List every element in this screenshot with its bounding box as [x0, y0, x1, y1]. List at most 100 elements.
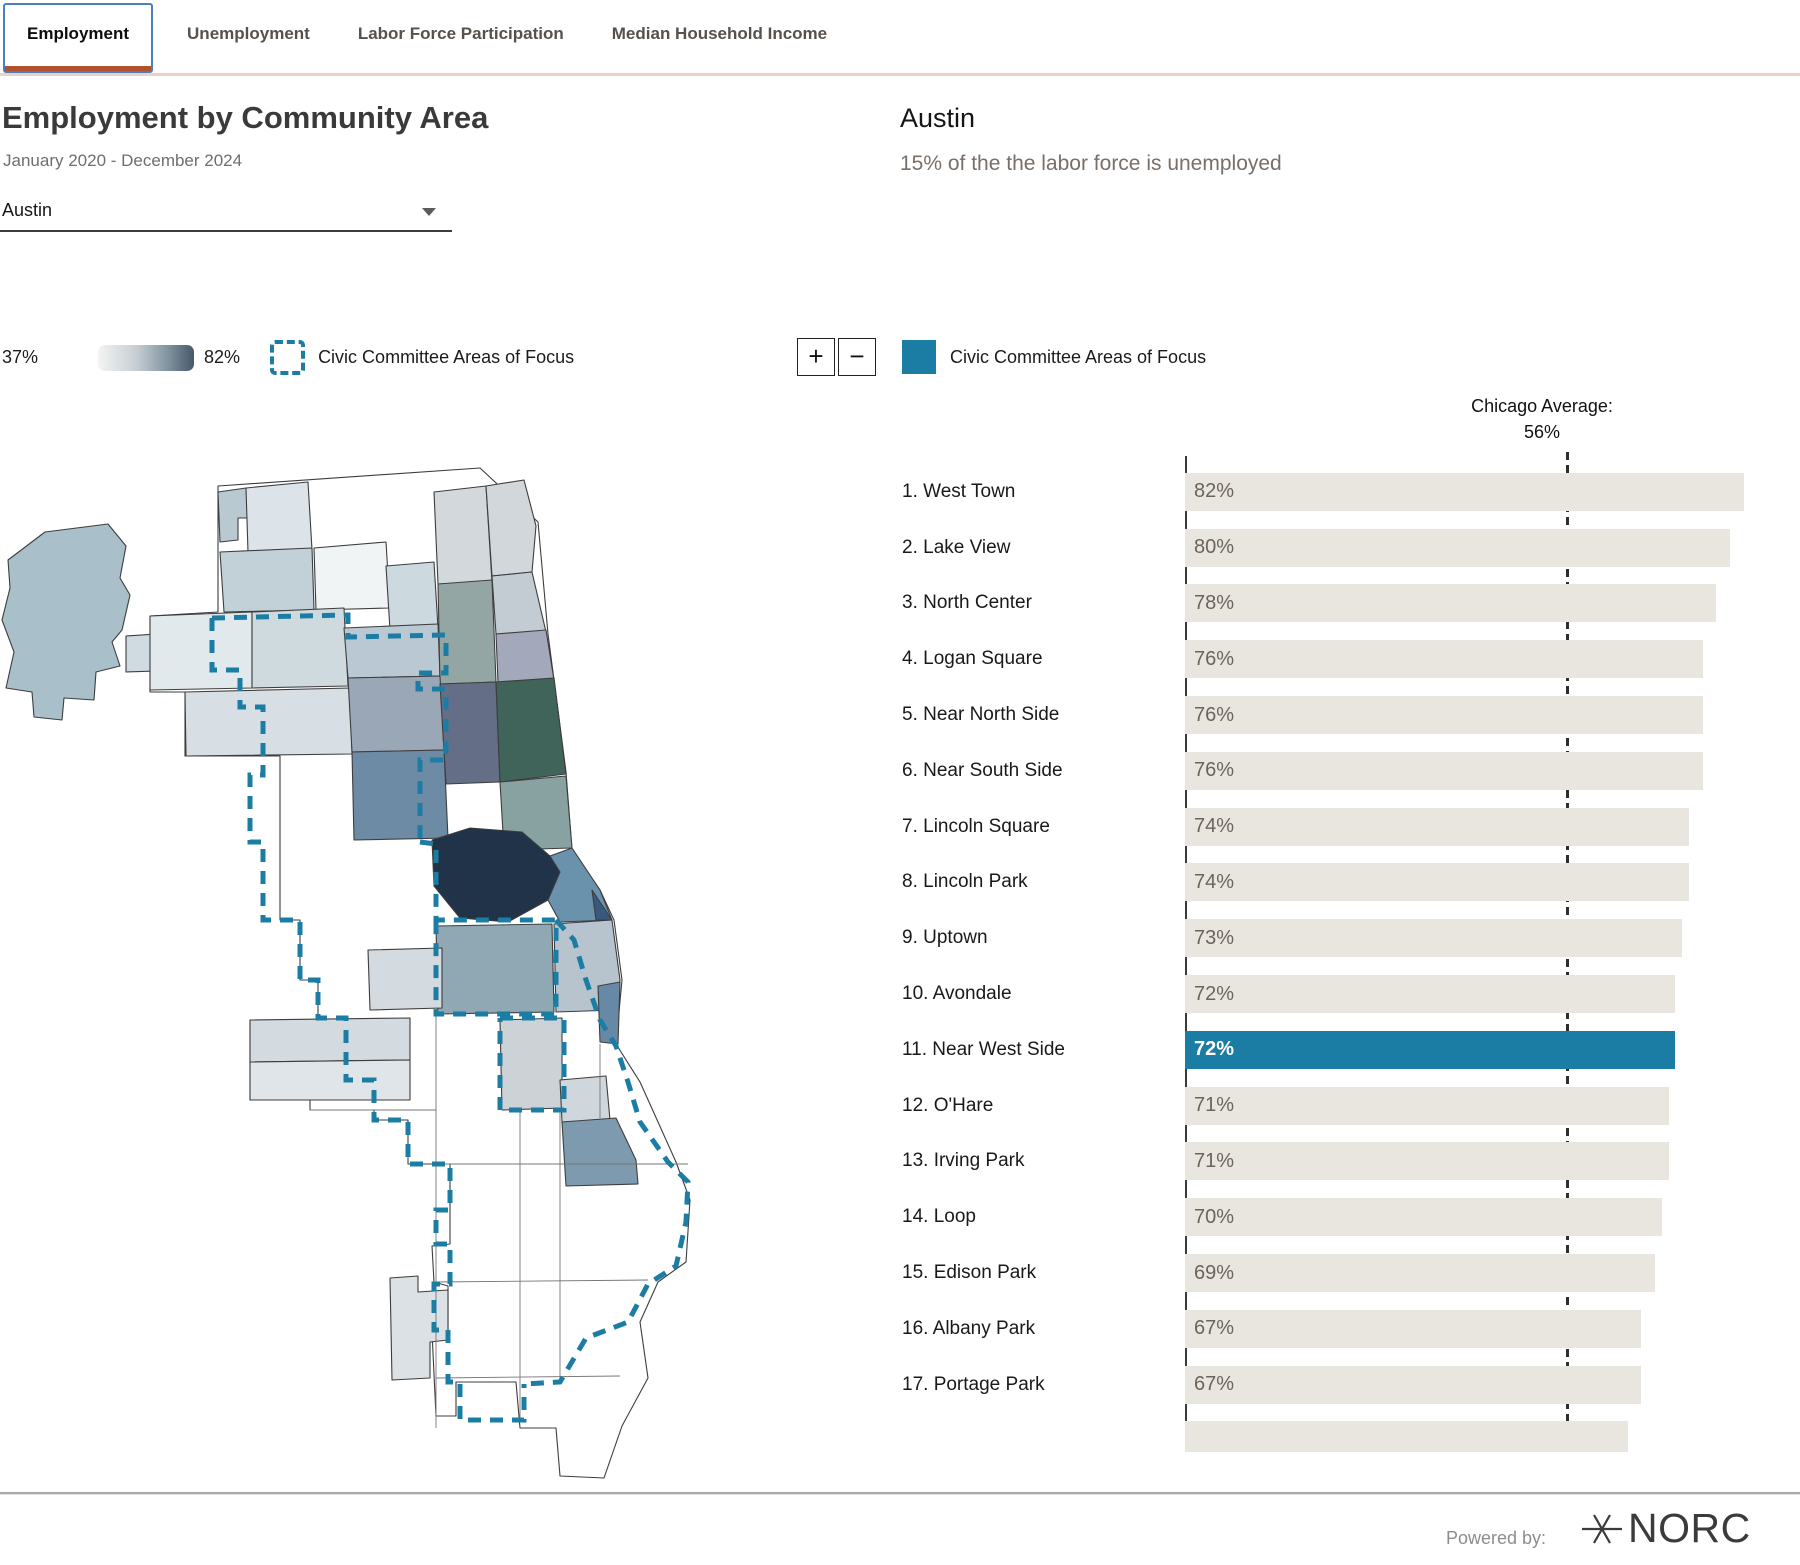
map-region[interactable] [559, 1075, 611, 1123]
chart-legend-focus-label: Civic Committee Areas of Focus [950, 346, 1207, 367]
map-region[interactable] [439, 681, 501, 785]
map-region[interactable] [249, 1017, 411, 1063]
bar[interactable]: 74% [1185, 807, 1690, 846]
bar[interactable]: 67% [1185, 1309, 1642, 1348]
page-title: Employment by Community Area [2, 100, 489, 135]
bar[interactable]: 70% [1185, 1198, 1662, 1237]
bar-value: 72% [1194, 982, 1235, 1005]
bar-row[interactable]: 6. Near South Side 76% [900, 743, 1798, 799]
bar-value: 82% [1194, 480, 1235, 503]
bar-row[interactable]: 10. Avondale 72% [900, 966, 1798, 1022]
zoom-in-button[interactable]: + [797, 338, 835, 376]
map-region[interactable] [347, 675, 445, 753]
chart-legend: + − Civic Committee Areas of Focus [797, 338, 1206, 376]
bar-track: 67% [1185, 1309, 1798, 1348]
bar-label: 9. Uptown [902, 927, 988, 949]
bar[interactable]: 82% [1185, 472, 1744, 511]
bar[interactable]: 76% [1185, 640, 1703, 679]
bar-value: 73% [1194, 926, 1235, 949]
map-region[interactable] [219, 547, 315, 613]
bar-label: 6. Near South Side [902, 759, 1063, 781]
bar-row[interactable]: 5. Near North Side 76% [900, 687, 1798, 743]
bar-track: 80% [1185, 528, 1798, 567]
bar-label: 2. Lake View [902, 536, 1011, 558]
chicago-choropleth-map[interactable] [0, 420, 700, 1490]
map-region[interactable] [149, 611, 253, 691]
bar[interactable]: 74% [1185, 863, 1690, 902]
bar-track: 82% [1185, 472, 1798, 511]
bar-row[interactable]: 17. Portage Park 67% [900, 1357, 1798, 1413]
community-area-dropdown[interactable]: Austin [0, 190, 452, 232]
bar-row[interactable]: 14. Loop 70% [900, 1189, 1798, 1245]
bar[interactable]: 80% [1185, 528, 1730, 567]
bar-value: 72% [1194, 1038, 1235, 1061]
bar-track: 70% [1185, 1198, 1798, 1237]
map-region[interactable] [251, 607, 349, 689]
bar[interactable]: 69% [1185, 1254, 1655, 1293]
chicago-average-value: 56% [1523, 422, 1561, 442]
choropleth-gradient [98, 344, 195, 371]
map-region-near-west-side[interactable] [435, 923, 555, 1015]
bar-row[interactable]: 16. Albany Park 67% [900, 1301, 1798, 1357]
bar-row[interactable]: 1. West Town 82% [900, 464, 1798, 520]
powered-by-label: Powered by: [1446, 1528, 1547, 1548]
bar-row[interactable]: 2. Lake View 80% [900, 520, 1798, 576]
focus-areas-boundary [209, 612, 691, 1423]
chevron-down-icon [422, 208, 436, 216]
map-region[interactable] [597, 981, 621, 1045]
tab-employment[interactable]: Employment [3, 3, 154, 73]
map-region[interactable] [433, 485, 493, 585]
bar-value: 74% [1194, 870, 1235, 893]
bar-value: 78% [1194, 591, 1235, 614]
bar-track: 78% [1185, 584, 1798, 623]
bar[interactable]: 72% [1185, 1030, 1676, 1069]
bar-row[interactable]: 3. North Center 78% [900, 576, 1798, 632]
map-region[interactable] [591, 889, 613, 921]
tab-labor-force-participation[interactable]: Labor Force Participation [357, 24, 564, 43]
map-region[interactable] [485, 479, 537, 577]
bar[interactable]: 67% [1185, 1365, 1642, 1404]
bar[interactable]: 76% [1185, 751, 1703, 790]
map-region[interactable] [561, 1117, 639, 1187]
bar-row[interactable]: 8. Lincoln Park 74% [900, 855, 1798, 911]
bar[interactable]: 71% [1185, 1142, 1669, 1181]
dropdown-value: Austin [2, 199, 53, 220]
map-region[interactable] [385, 561, 439, 631]
map-region[interactable] [495, 677, 567, 783]
bar-value: 71% [1194, 1094, 1235, 1117]
bar[interactable]: 78% [1185, 584, 1717, 623]
bar-row[interactable]: 15. Edison Park 69% [900, 1245, 1798, 1301]
zoom-out-button[interactable]: − [838, 338, 876, 376]
bar-track: 76% [1185, 696, 1798, 735]
map-region[interactable] [249, 1059, 411, 1101]
map-region[interactable] [313, 541, 391, 611]
bar-value: 80% [1194, 536, 1235, 559]
bar-value: 67% [1194, 1317, 1235, 1340]
bar-row[interactable]: 12. O'Hare 71% [900, 1078, 1798, 1134]
bar[interactable]: 71% [1185, 1086, 1669, 1125]
map-region[interactable] [245, 481, 313, 553]
map-region[interactable] [499, 1017, 563, 1111]
bar[interactable]: 76% [1185, 696, 1703, 735]
tab-bar: Employment Unemployment Labor Force Partic… [0, 0, 1800, 76]
bar-row[interactable]: 7. Lincoln Square 74% [900, 799, 1798, 855]
bar-row[interactable]: 13. Irving Park 71% [900, 1134, 1798, 1190]
bar-track: 76% [1185, 751, 1798, 790]
bar-row[interactable]: 11. Near West Side 72% [900, 1022, 1798, 1078]
tab-unemployment[interactable]: Unemployment [187, 24, 310, 43]
bar-track [1185, 1421, 1798, 1452]
map-region-ohare[interactable] [1, 523, 131, 721]
bar-label: 10. Avondale [902, 983, 1012, 1005]
map-region[interactable] [343, 623, 441, 679]
map-region[interactable] [495, 629, 555, 683]
bar[interactable] [1185, 1421, 1628, 1452]
map-region[interactable] [367, 947, 443, 1011]
bar-row[interactable]: 4. Logan Square 76% [900, 631, 1798, 687]
tab-median-household-income[interactable]: Median Household Income [611, 24, 828, 43]
map-region[interactable] [351, 749, 449, 841]
bar[interactable]: 72% [1185, 975, 1676, 1014]
bar-row-partial[interactable] [900, 1413, 1798, 1452]
map-region[interactable] [184, 687, 353, 757]
bar-row[interactable]: 9. Uptown 73% [900, 910, 1798, 966]
bar[interactable]: 73% [1185, 919, 1683, 958]
